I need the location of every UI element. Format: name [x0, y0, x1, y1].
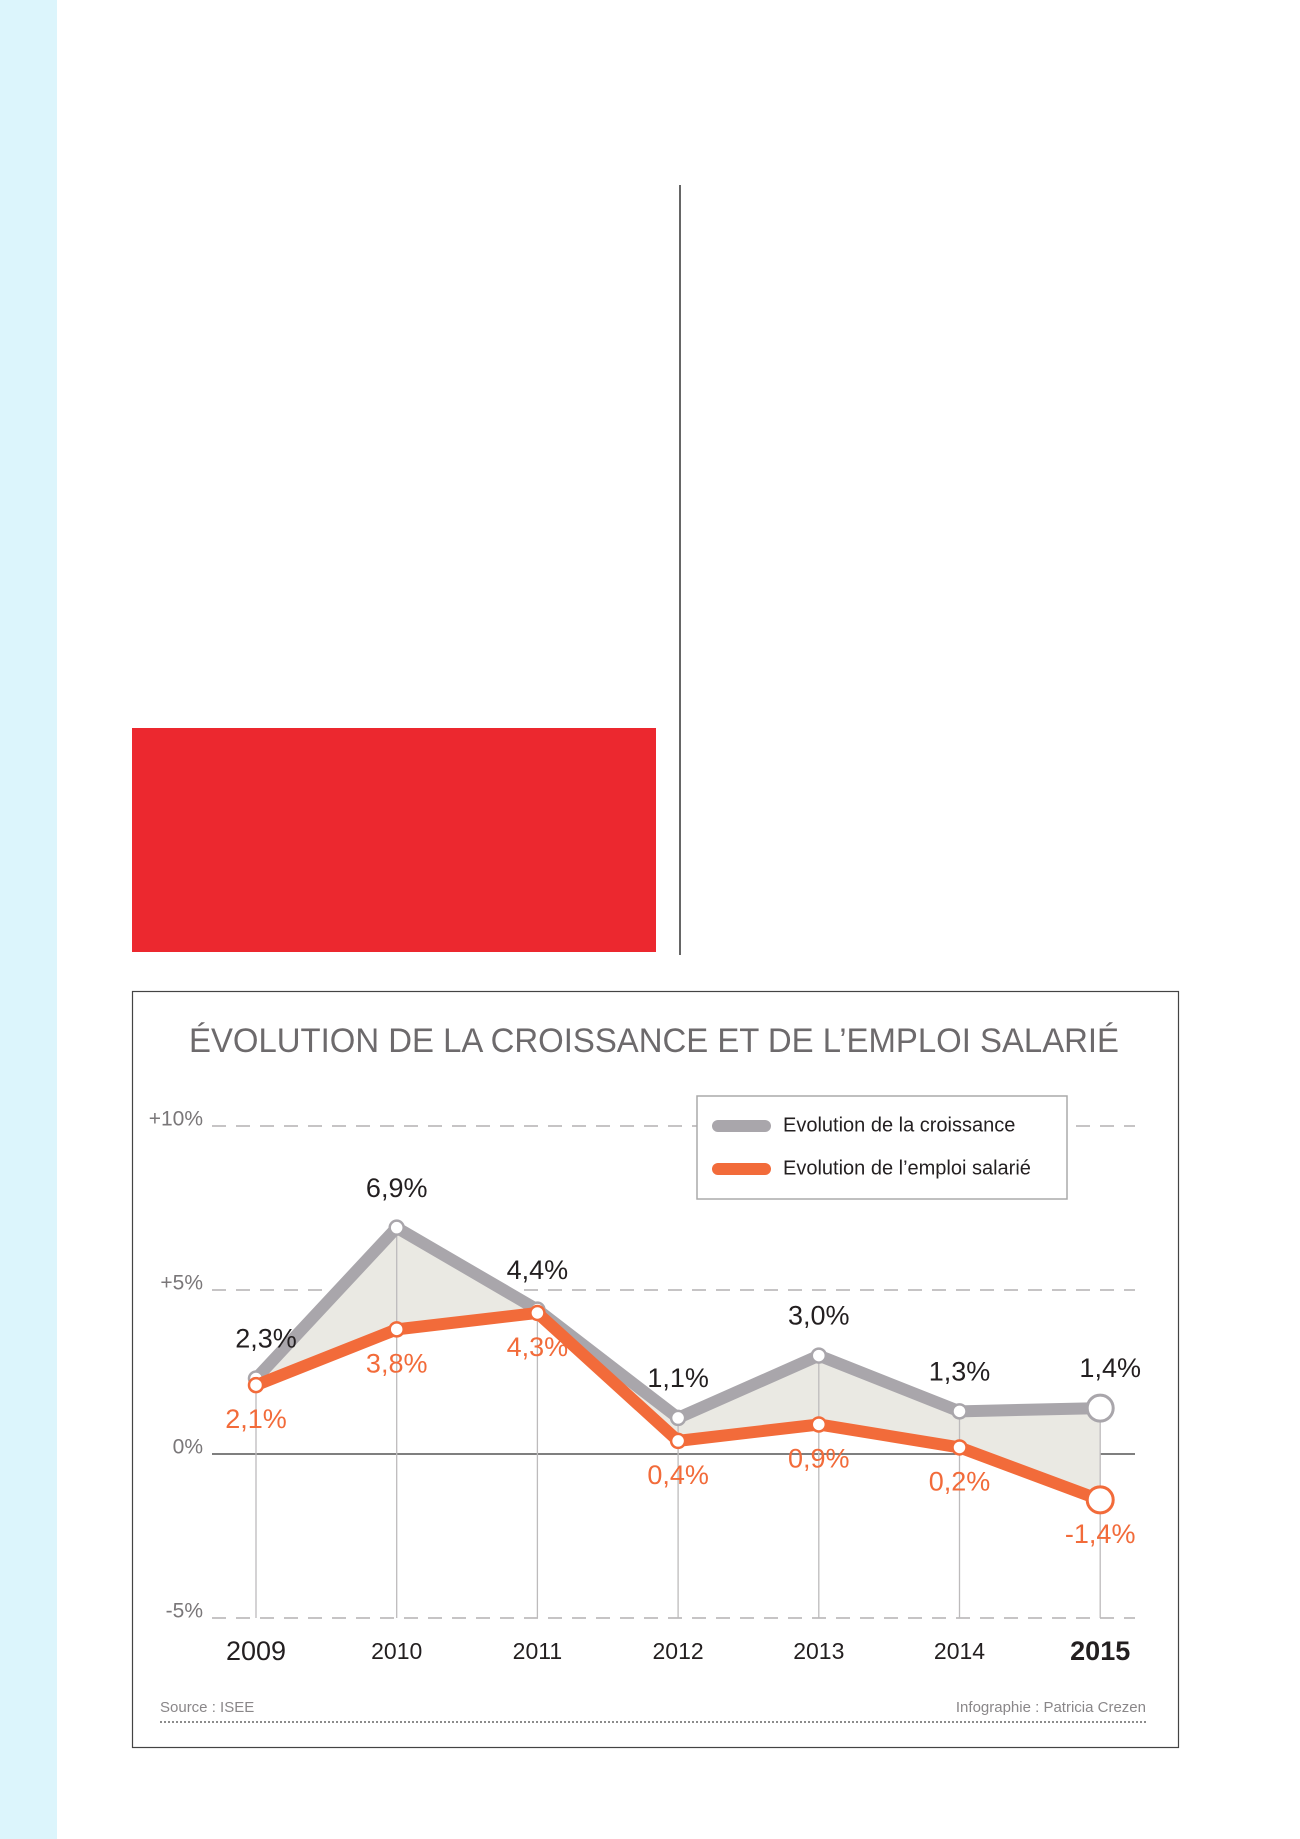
value-label: 1,4% [1079, 1353, 1141, 1383]
point-marker [1085, 1485, 1115, 1515]
point-marker [669, 1409, 687, 1427]
y-tick-label: +5% [160, 1272, 203, 1295]
value-label: 0,2% [929, 1467, 991, 1497]
source: Source : ISEE [160, 1699, 254, 1716]
point-marker [810, 1416, 828, 1433]
value-label: 4,4% [507, 1255, 569, 1285]
legend-label: Evolution de la croissance [783, 1114, 1015, 1136]
point-marker [951, 1439, 968, 1456]
red-block [132, 728, 656, 952]
x-tick-label: 2015 [1070, 1636, 1130, 1666]
value-label: 6,9% [366, 1173, 428, 1203]
value-label: 2,3% [235, 1324, 297, 1354]
x-tick-label: 2009 [226, 1636, 286, 1666]
y-tick-label: 0% [173, 1436, 203, 1459]
point-marker [247, 1376, 265, 1394]
chart-title: ÉVOLUTION DE LA CROISSANCE ET DE L’EMPLO… [189, 1022, 1119, 1060]
x-tick-label: 2013 [793, 1638, 844, 1664]
plot: -5% 0% +5% +10% 2009 2010 2011 2012 2013 2014 2015… [149, 1095, 1141, 1666]
legend-label: Evolution de l’emploi salarié [783, 1157, 1031, 1179]
point-marker [951, 1403, 968, 1420]
value-label: -1,4% [1065, 1519, 1136, 1549]
value-label: 0,9% [788, 1444, 850, 1474]
side-strip [0, 0, 57, 1839]
value-label: 2,1% [225, 1404, 287, 1434]
point-marker [669, 1432, 687, 1450]
value-label: 1,1% [647, 1363, 709, 1393]
point-marker [1085, 1393, 1115, 1423]
credit: Infographie : Patricia Crezen [956, 1699, 1146, 1716]
x-tick-label: 2011 [513, 1638, 562, 1664]
point-marker [529, 1304, 546, 1322]
value-label: 4,3% [507, 1332, 569, 1362]
value-label: 3,0% [788, 1301, 850, 1331]
value-label: 3,8% [366, 1348, 428, 1378]
value-label: 0,4% [647, 1460, 709, 1490]
point-marker [810, 1347, 828, 1364]
point-marker [388, 1219, 405, 1236]
x-tick-label: 2010 [371, 1638, 422, 1664]
x-tick-label: 2014 [934, 1638, 985, 1664]
point-marker [388, 1321, 405, 1338]
x-tick-label: 2012 [653, 1638, 704, 1664]
value-label: 1,3% [929, 1356, 991, 1386]
y-tick-label: +10% [149, 1108, 203, 1131]
legend-box [696, 1095, 1068, 1200]
y-tick-label: -5% [166, 1600, 203, 1623]
